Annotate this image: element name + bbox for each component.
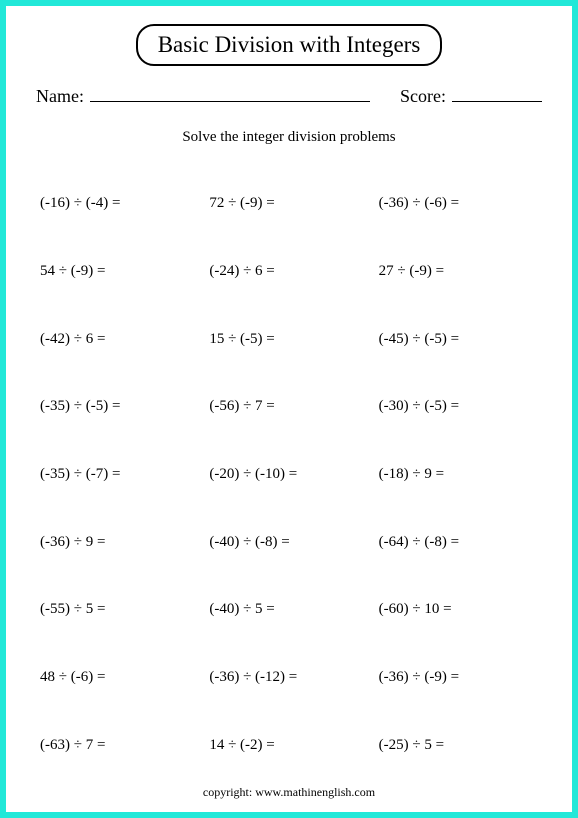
problem-cell: (-60) ÷ 10 = [379, 576, 538, 644]
problem-cell: (-16) ÷ (-4) = [40, 170, 199, 238]
problem-cell: 14 ÷ (-2) = [209, 711, 368, 779]
instructions-text: Solve the integer division problems [36, 129, 542, 146]
copyright-text: copyright: www.mathinenglish.com [36, 785, 542, 800]
score-label: Score: [400, 86, 446, 107]
problem-cell: 72 ÷ (-9) = [209, 170, 368, 238]
name-label: Name: [36, 86, 84, 107]
problem-cell: (-64) ÷ (-8) = [379, 508, 538, 576]
problem-cell: (-40) ÷ 5 = [209, 576, 368, 644]
problem-cell: (-35) ÷ (-5) = [40, 373, 199, 441]
problem-cell: 54 ÷ (-9) = [40, 238, 199, 306]
worksheet-page: Basic Division with Integers Name: Score… [6, 6, 572, 812]
problem-cell: (-30) ÷ (-5) = [379, 373, 538, 441]
problem-cell: (-63) ÷ 7 = [40, 711, 199, 779]
problem-cell: (-25) ÷ 5 = [379, 711, 538, 779]
problem-cell: (-55) ÷ 5 = [40, 576, 199, 644]
problem-cell: (-24) ÷ 6 = [209, 238, 368, 306]
score-blank-line [452, 84, 542, 102]
problem-cell: 48 ÷ (-6) = [40, 644, 199, 712]
problem-cell: 15 ÷ (-5) = [209, 305, 368, 373]
problem-cell: (-36) ÷ (-6) = [379, 170, 538, 238]
problem-cell: (-56) ÷ 7 = [209, 373, 368, 441]
problem-cell: (-40) ÷ (-8) = [209, 508, 368, 576]
problem-cell: (-20) ÷ (-10) = [209, 441, 368, 509]
title-box: Basic Division with Integers [136, 24, 443, 66]
name-blank-line [90, 84, 370, 102]
problem-cell: (-36) ÷ (-12) = [209, 644, 368, 712]
name-score-row: Name: Score: [36, 84, 542, 107]
problem-cell: (-18) ÷ 9 = [379, 441, 538, 509]
problem-cell: (-45) ÷ (-5) = [379, 305, 538, 373]
problem-cell: (-36) ÷ 9 = [40, 508, 199, 576]
problem-cell: (-35) ÷ (-7) = [40, 441, 199, 509]
problems-grid: (-16) ÷ (-4) = 72 ÷ (-9) = (-36) ÷ (-6) … [36, 170, 542, 779]
problem-cell: (-36) ÷ (-9) = [379, 644, 538, 712]
worksheet-title: Basic Division with Integers [158, 32, 421, 58]
problem-cell: 27 ÷ (-9) = [379, 238, 538, 306]
problem-cell: (-42) ÷ 6 = [40, 305, 199, 373]
